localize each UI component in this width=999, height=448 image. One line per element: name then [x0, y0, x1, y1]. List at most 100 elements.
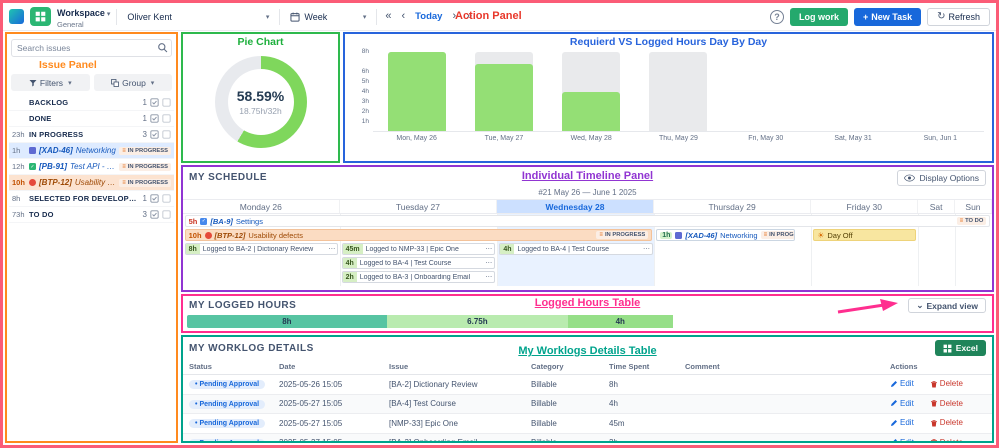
fast-back-button[interactable]: « [385, 10, 392, 22]
logged-hours-segment: 8h [187, 315, 387, 328]
worklog-chip[interactable]: 45m Logged to NMP-33 | Epic One ⋯ [341, 243, 496, 255]
divider [279, 8, 281, 25]
sidebar-group-in-progress[interactable]: 23h IN PROGRESS 3 [9, 127, 174, 143]
x-label: Sun, Jun 1 [923, 135, 958, 142]
more-icon[interactable]: ⋯ [328, 246, 336, 253]
box-icon[interactable] [162, 210, 171, 219]
box-icon[interactable] [162, 98, 171, 107]
worklog-chip[interactable]: 8h Logged to BA-2 | Dictionary Review ⋯ [184, 243, 339, 255]
schedule-header: MY SCHEDULE Individual Timeline Panel Di… [183, 167, 992, 188]
annotation-issue-panel: Issue Panel [39, 59, 97, 71]
excel-export-button[interactable]: Excel [934, 340, 986, 356]
sidebar-issue-pb-91[interactable]: 12h [PB-91] Test API - 548 ≡IN PROGRESS [9, 159, 174, 175]
y-tick: 3h [361, 98, 369, 105]
edit-button[interactable]: Edit [890, 438, 914, 441]
today-button[interactable]: Today [415, 11, 443, 22]
forward-button[interactable]: › [452, 10, 457, 22]
new-task-button[interactable]: + New Task [853, 7, 922, 26]
display-options-button[interactable]: Display Options [897, 169, 986, 186]
sidebar-issue-xad-46[interactable]: 1h [XAD-46] Networking ≡ IN PROGRESS [9, 143, 174, 159]
bar-column [460, 52, 547, 131]
issue-panel: Issue Panel Filters ▾ Group ▾ BACKLOG 1 … [5, 32, 178, 443]
checkbox-icon[interactable] [150, 194, 159, 203]
group-label: DONE [29, 114, 52, 123]
worklog-chip[interactable]: 4h Logged to BA-4 | Test Course ⋯ [499, 243, 654, 255]
bar-column [548, 52, 635, 131]
donut-center: 58.59% 18.75h/32h [227, 69, 294, 135]
day-off-bar[interactable]: ☀ Day Off [813, 229, 916, 241]
checkbox-icon[interactable] [150, 130, 159, 139]
worklog-chip[interactable]: 4h Logged to BA-4 | Test Course ⋯ [341, 257, 496, 269]
app-logo-icon[interactable] [9, 9, 24, 24]
group-button[interactable]: Group ▾ [93, 74, 172, 91]
calendar-icon [290, 12, 300, 22]
excel-label: Excel [955, 343, 978, 353]
delete-button[interactable]: Delete [930, 399, 963, 408]
help-button[interactable]: ? [769, 9, 784, 24]
sidebar-group-backlog[interactable]: BACKLOG 1 [9, 95, 174, 111]
period-select[interactable]: Week ▾ [286, 7, 370, 27]
box-icon[interactable] [162, 194, 171, 203]
cell-issue: [BA-2] Dictionary Review [383, 374, 525, 395]
group-hours: 23h [12, 130, 25, 139]
logged-hours-bar: 8h 6.75h 4h [187, 315, 988, 328]
x-label: Thu, May 29 [659, 135, 698, 142]
delete-button[interactable]: Delete [930, 379, 963, 388]
chevron-down-icon: ▾ [362, 13, 367, 21]
sidebar-issue-btp-12[interactable]: 10h [BTP-12] Usability defects ≡IN PROGR… [9, 175, 174, 191]
timeline-issue-xad-46[interactable]: 1h [XAD-46] Networking ≡IN PROGRESS [656, 229, 796, 241]
more-icon[interactable]: ⋯ [485, 260, 493, 267]
timeline-issue-ba-9[interactable]: 5h [BA-9] Settings ≡TO DO [184, 215, 991, 227]
fast-forward-button[interactable]: » [466, 10, 473, 22]
more-icon[interactable]: ⋯ [643, 246, 651, 253]
cell-comment [679, 374, 884, 395]
delete-button[interactable]: Delete [930, 418, 963, 427]
search-row [11, 38, 172, 57]
workspace-label: Workspace [57, 8, 105, 19]
delete-button[interactable]: Delete [930, 438, 963, 441]
day-header: Tuesday 27 [340, 200, 498, 213]
bar-column [897, 52, 984, 131]
group-count: 1 [142, 114, 147, 123]
search-issues-input[interactable] [11, 39, 172, 57]
checkbox-icon[interactable] [150, 98, 159, 107]
chevron-down-icon: ▾ [106, 11, 111, 19]
workspace-switcher[interactable]: Workspace ▾ General [57, 4, 110, 29]
edit-button[interactable]: Edit [890, 418, 914, 427]
expand-view-label: Expand view [926, 300, 979, 311]
worklog-text: Logged to BA-3 | Onboarding Email [359, 273, 471, 281]
sidebar-group-to-do[interactable]: 73h TO DO 3 [9, 207, 174, 223]
edit-button[interactable]: Edit [890, 379, 914, 388]
trash-icon [930, 419, 937, 426]
plus-icon: + [862, 11, 869, 22]
timeline-issue-btp-12[interactable]: 10h [BTP-12] Usability defects ≡ IN PROGR… [184, 229, 653, 241]
sidebar-group-selected-for-development[interactable]: 8h SELECTED FOR DEVELOPMENT 1 [9, 191, 174, 207]
bar-column [635, 52, 722, 131]
filters-button[interactable]: Filters ▾ [11, 74, 90, 91]
box-icon[interactable] [162, 130, 171, 139]
worklog-text: Logged to BA-4 | Test Course [517, 245, 610, 253]
back-button[interactable]: ‹ [401, 10, 406, 22]
user-select[interactable]: Oliver Kent ▾ [123, 7, 273, 27]
worklog-row: •Pending Approval 2025-05-27 15:05 [BA-3… [183, 433, 992, 441]
checkbox-icon[interactable] [150, 210, 159, 219]
cell-category: Billable [525, 433, 603, 441]
cell-time-spent: 45m [603, 413, 679, 434]
edit-button[interactable]: Edit [890, 399, 914, 408]
refresh-button[interactable]: ↻ Refresh [927, 7, 990, 26]
logged-hours-header: MY LOGGED HOURS Logged Hours Table ⌄ Exp… [183, 296, 992, 315]
checkbox-icon[interactable] [150, 114, 159, 123]
y-tick: 1h [361, 118, 369, 125]
issue-key: [BTP-12] [214, 230, 246, 240]
expand-view-button[interactable]: ⌄ Expand view [908, 298, 986, 313]
worklog-chip[interactable]: 2h Logged to BA-3 | Onboarding Email ⋯ [341, 271, 496, 283]
task-type-icon [29, 163, 36, 170]
more-icon[interactable]: ⋯ [485, 246, 493, 253]
more-icon[interactable]: ⋯ [485, 274, 493, 281]
cell-issue: [BA-4] Test Course [383, 394, 525, 414]
issue-summary: Networking [75, 146, 116, 155]
box-icon[interactable] [162, 114, 171, 123]
log-work-button[interactable]: Log work [789, 7, 848, 26]
workspace-icon[interactable] [30, 7, 51, 26]
sidebar-group-done[interactable]: DONE 1 [9, 111, 174, 127]
